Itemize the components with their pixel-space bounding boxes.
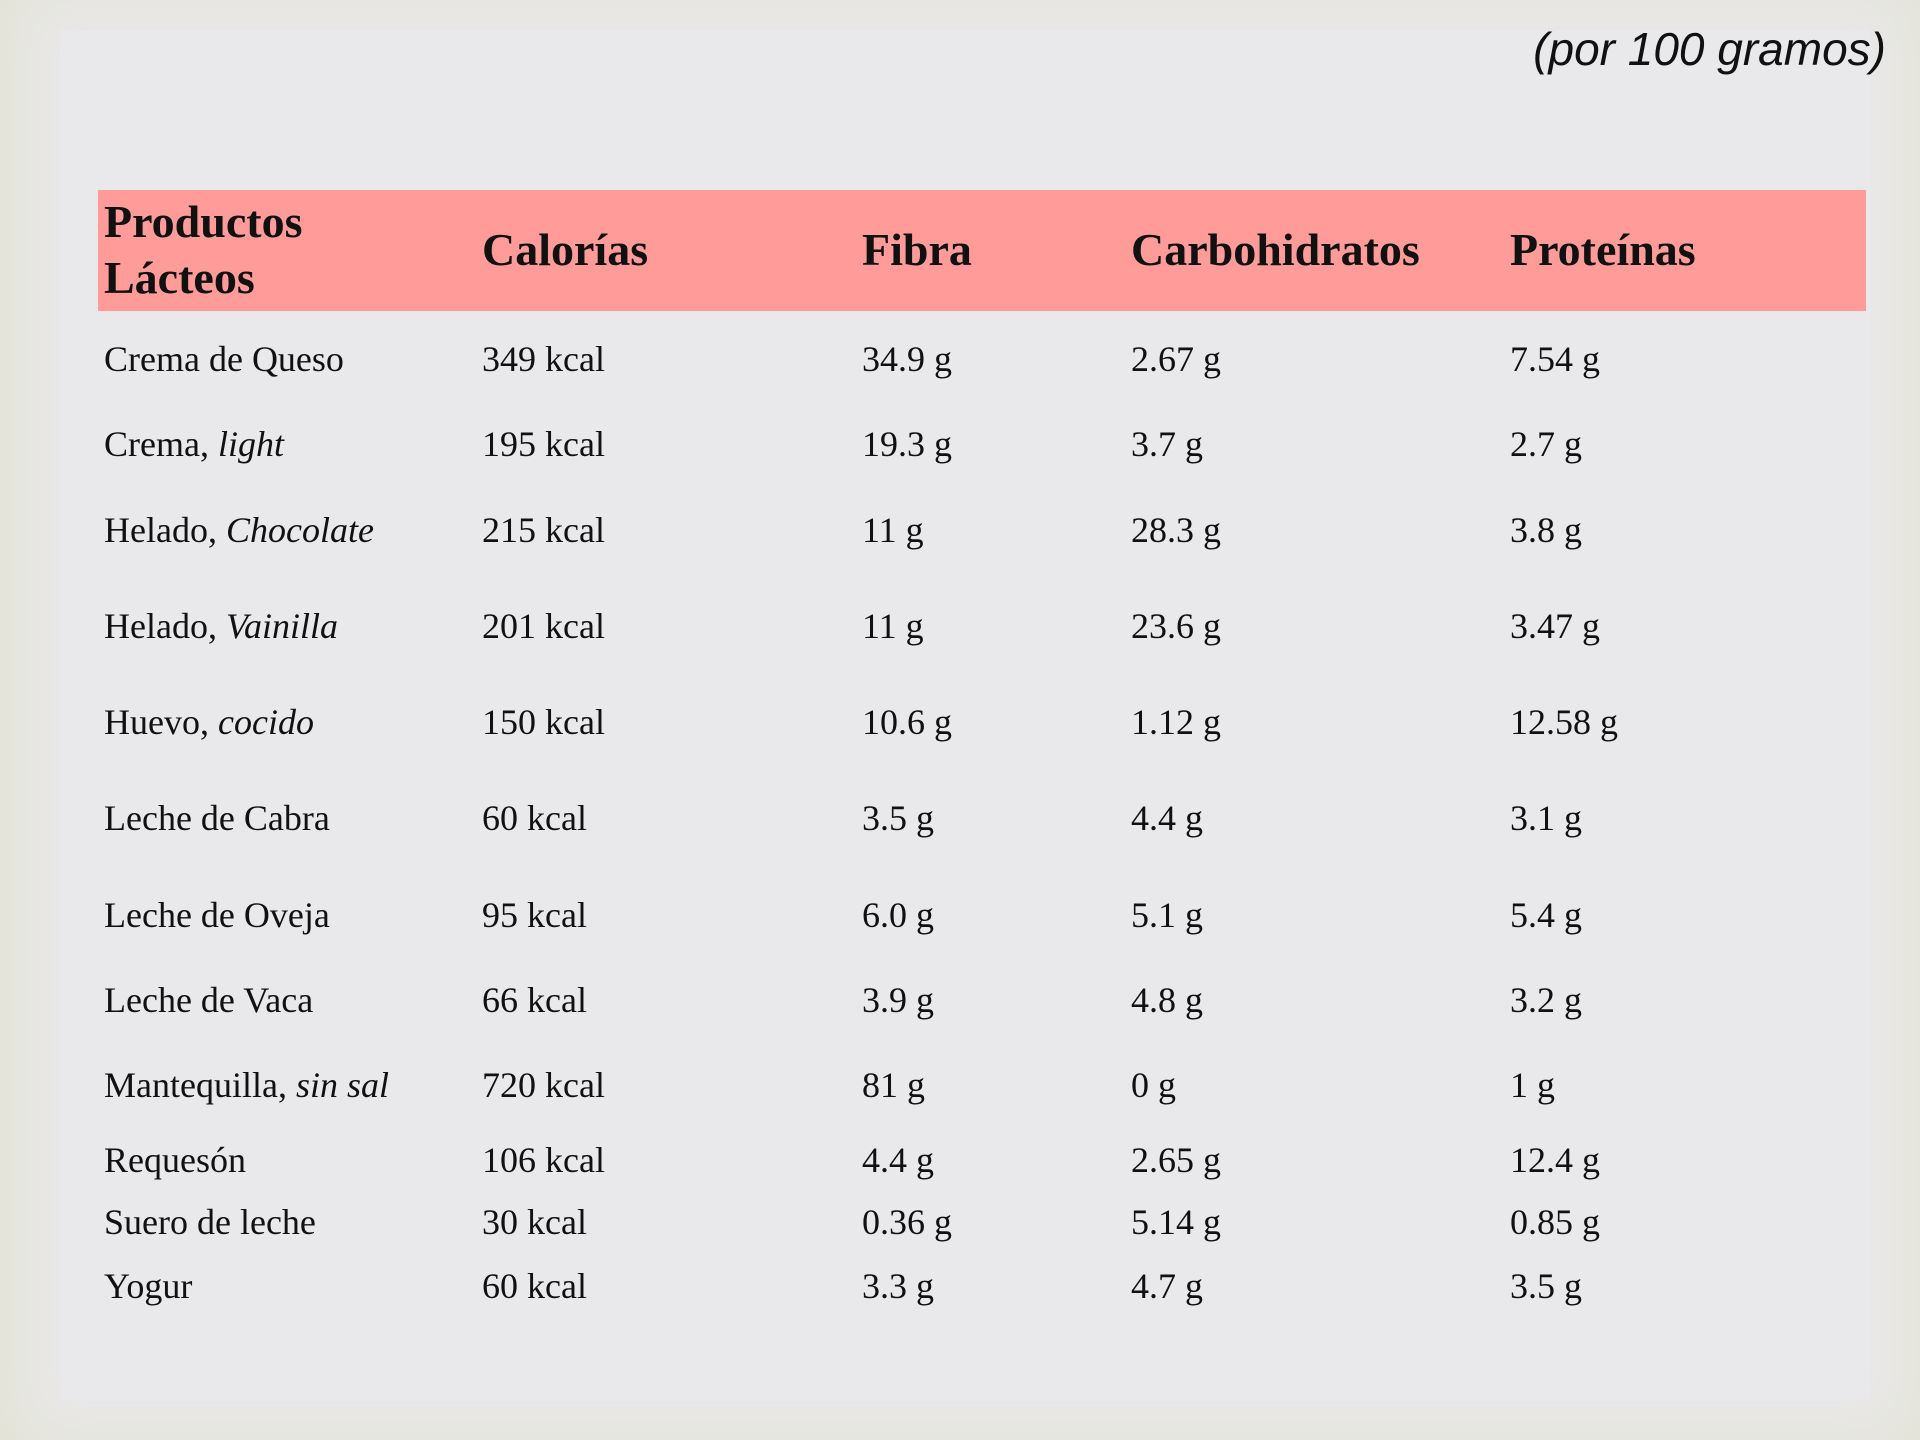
header-calorias: Calorías <box>482 224 649 275</box>
product-label: Leche de Cabra <box>104 798 330 838</box>
product-variant: Vainilla <box>225 606 338 646</box>
product-variant: cocido <box>217 702 314 742</box>
carbs-cell: 4.4 g <box>1131 798 1203 838</box>
calories-cell: 95 kcal <box>482 895 587 935</box>
calories-cell: 215 kcal <box>482 510 605 550</box>
carbs-cell: 2.67 g <box>1131 339 1221 379</box>
product-label: Suero de leche <box>104 1202 316 1242</box>
table-header-row <box>98 190 1866 311</box>
protein-cell: 2.7 g <box>1510 424 1582 464</box>
product-name: Crema de Queso <box>104 337 344 381</box>
product-name: Huevo, cocido <box>104 700 314 744</box>
protein-cell: 1 g <box>1510 1065 1555 1105</box>
carbs-cell: 2.65 g <box>1131 1140 1221 1180</box>
carbs-cell: 5.1 g <box>1131 895 1203 935</box>
product-name: Mantequilla, sin sal <box>104 1063 389 1107</box>
product-label: Mantequilla, <box>104 1065 296 1105</box>
product-name: Crema, light <box>104 422 284 466</box>
product-name: Yogur <box>104 1264 192 1308</box>
calories-cell: 106 kcal <box>482 1140 605 1180</box>
calories-cell: 66 kcal <box>482 980 587 1020</box>
fiber-cell: 19.3 g <box>862 424 952 464</box>
product-name: Helado, Vainilla <box>104 604 338 648</box>
carbs-cell: 4.8 g <box>1131 980 1203 1020</box>
fiber-cell: 3.3 g <box>862 1266 934 1306</box>
calories-cell: 195 kcal <box>482 424 605 464</box>
carbs-cell: 0 g <box>1131 1065 1176 1105</box>
fiber-cell: 11 g <box>862 606 924 646</box>
protein-cell: 3.2 g <box>1510 980 1582 1020</box>
calories-cell: 60 kcal <box>482 1266 587 1306</box>
header-line-1: Productos <box>104 196 303 247</box>
protein-cell: 7.54 g <box>1510 339 1600 379</box>
calories-cell: 349 kcal <box>482 339 605 379</box>
product-variant: Chocolate <box>225 510 374 550</box>
units-note: (por 100 gramos) <box>1533 23 1886 75</box>
carbs-cell: 23.6 g <box>1131 606 1221 646</box>
carbs-cell: 1.12 g <box>1131 702 1221 742</box>
header-proteinas: Proteínas <box>1510 224 1696 275</box>
protein-cell: 5.4 g <box>1510 895 1582 935</box>
product-variant: light <box>217 424 284 464</box>
product-variant: sin sal <box>295 1065 389 1105</box>
fiber-cell: 10.6 g <box>862 702 952 742</box>
carbs-cell: 4.7 g <box>1131 1266 1203 1306</box>
product-name: Suero de leche <box>104 1200 316 1244</box>
fiber-cell: 11 g <box>862 510 924 550</box>
fiber-cell: 3.9 g <box>862 980 934 1020</box>
calories-cell: 201 kcal <box>482 606 605 646</box>
calories-cell: 150 kcal <box>482 702 605 742</box>
fiber-cell: 0.36 g <box>862 1202 952 1242</box>
calories-cell: 30 kcal <box>482 1202 587 1242</box>
carbs-cell: 3.7 g <box>1131 424 1203 464</box>
header-fibra: Fibra <box>862 224 972 275</box>
carbs-cell: 5.14 g <box>1131 1202 1221 1242</box>
fiber-cell: 34.9 g <box>862 339 952 379</box>
protein-cell: 0.85 g <box>1510 1202 1600 1242</box>
protein-cell: 12.4 g <box>1510 1140 1600 1180</box>
product-label: Leche de Vaca <box>104 980 314 1020</box>
header-productos: Productos Lácteos <box>104 194 303 306</box>
header-carbohidratos: Carbohidratos <box>1131 224 1420 275</box>
protein-cell: 3.5 g <box>1510 1266 1582 1306</box>
carbs-cell: 28.3 g <box>1131 510 1221 550</box>
fiber-cell: 81 g <box>862 1065 925 1105</box>
product-name: Leche de Oveja <box>104 893 330 937</box>
product-name: Leche de Cabra <box>104 796 330 840</box>
product-label: Crema, <box>104 424 218 464</box>
fiber-cell: 3.5 g <box>862 798 934 838</box>
product-label: Crema de Queso <box>104 339 344 379</box>
product-name: Leche de Vaca <box>104 978 313 1022</box>
fiber-cell: 4.4 g <box>862 1140 934 1180</box>
product-label: Requesón <box>104 1140 246 1180</box>
calories-cell: 720 kcal <box>482 1065 605 1105</box>
protein-cell: 12.58 g <box>1510 702 1618 742</box>
product-label: Huevo, <box>104 702 218 742</box>
header-line-2: Lácteos <box>104 252 255 303</box>
product-label: Leche de Oveja <box>104 895 330 935</box>
calories-cell: 60 kcal <box>482 798 587 838</box>
product-label: Yogur <box>104 1266 193 1306</box>
protein-cell: 3.1 g <box>1510 798 1582 838</box>
product-label: Helado, <box>104 606 226 646</box>
fiber-cell: 6.0 g <box>862 895 934 935</box>
product-name: Helado, Chocolate <box>104 508 374 552</box>
protein-cell: 3.8 g <box>1510 510 1582 550</box>
product-name: Requesón <box>104 1138 246 1182</box>
product-label: Helado, <box>104 510 226 550</box>
protein-cell: 3.47 g <box>1510 606 1600 646</box>
